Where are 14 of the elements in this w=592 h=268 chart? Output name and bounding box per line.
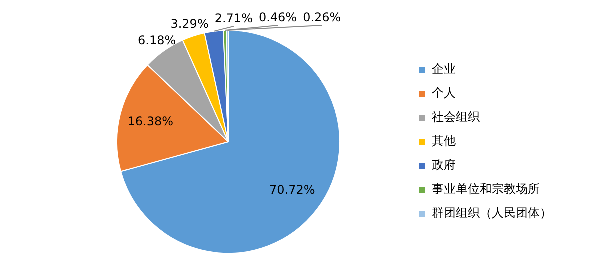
- legend-label: 政府: [432, 158, 456, 172]
- legend-label: 社会组织: [432, 110, 480, 124]
- data-label: 2.71%: [214, 12, 253, 26]
- legend-label: 个人: [432, 86, 456, 100]
- legend-label: 其他: [432, 134, 456, 148]
- legend-label: 企业: [432, 62, 456, 76]
- data-label: 70.72%: [269, 182, 316, 197]
- data-label: 3.29%: [170, 16, 209, 31]
- data-label: 0.46%: [258, 10, 298, 25]
- legend-label: 群团组织（人民团体）: [432, 206, 552, 220]
- data-label: 6.18%: [138, 33, 176, 48]
- data-label: 16.38%: [128, 114, 174, 129]
- legend-label: 事业单位和宗教场所: [432, 182, 540, 196]
- data-label: 0.26%: [303, 10, 342, 25]
